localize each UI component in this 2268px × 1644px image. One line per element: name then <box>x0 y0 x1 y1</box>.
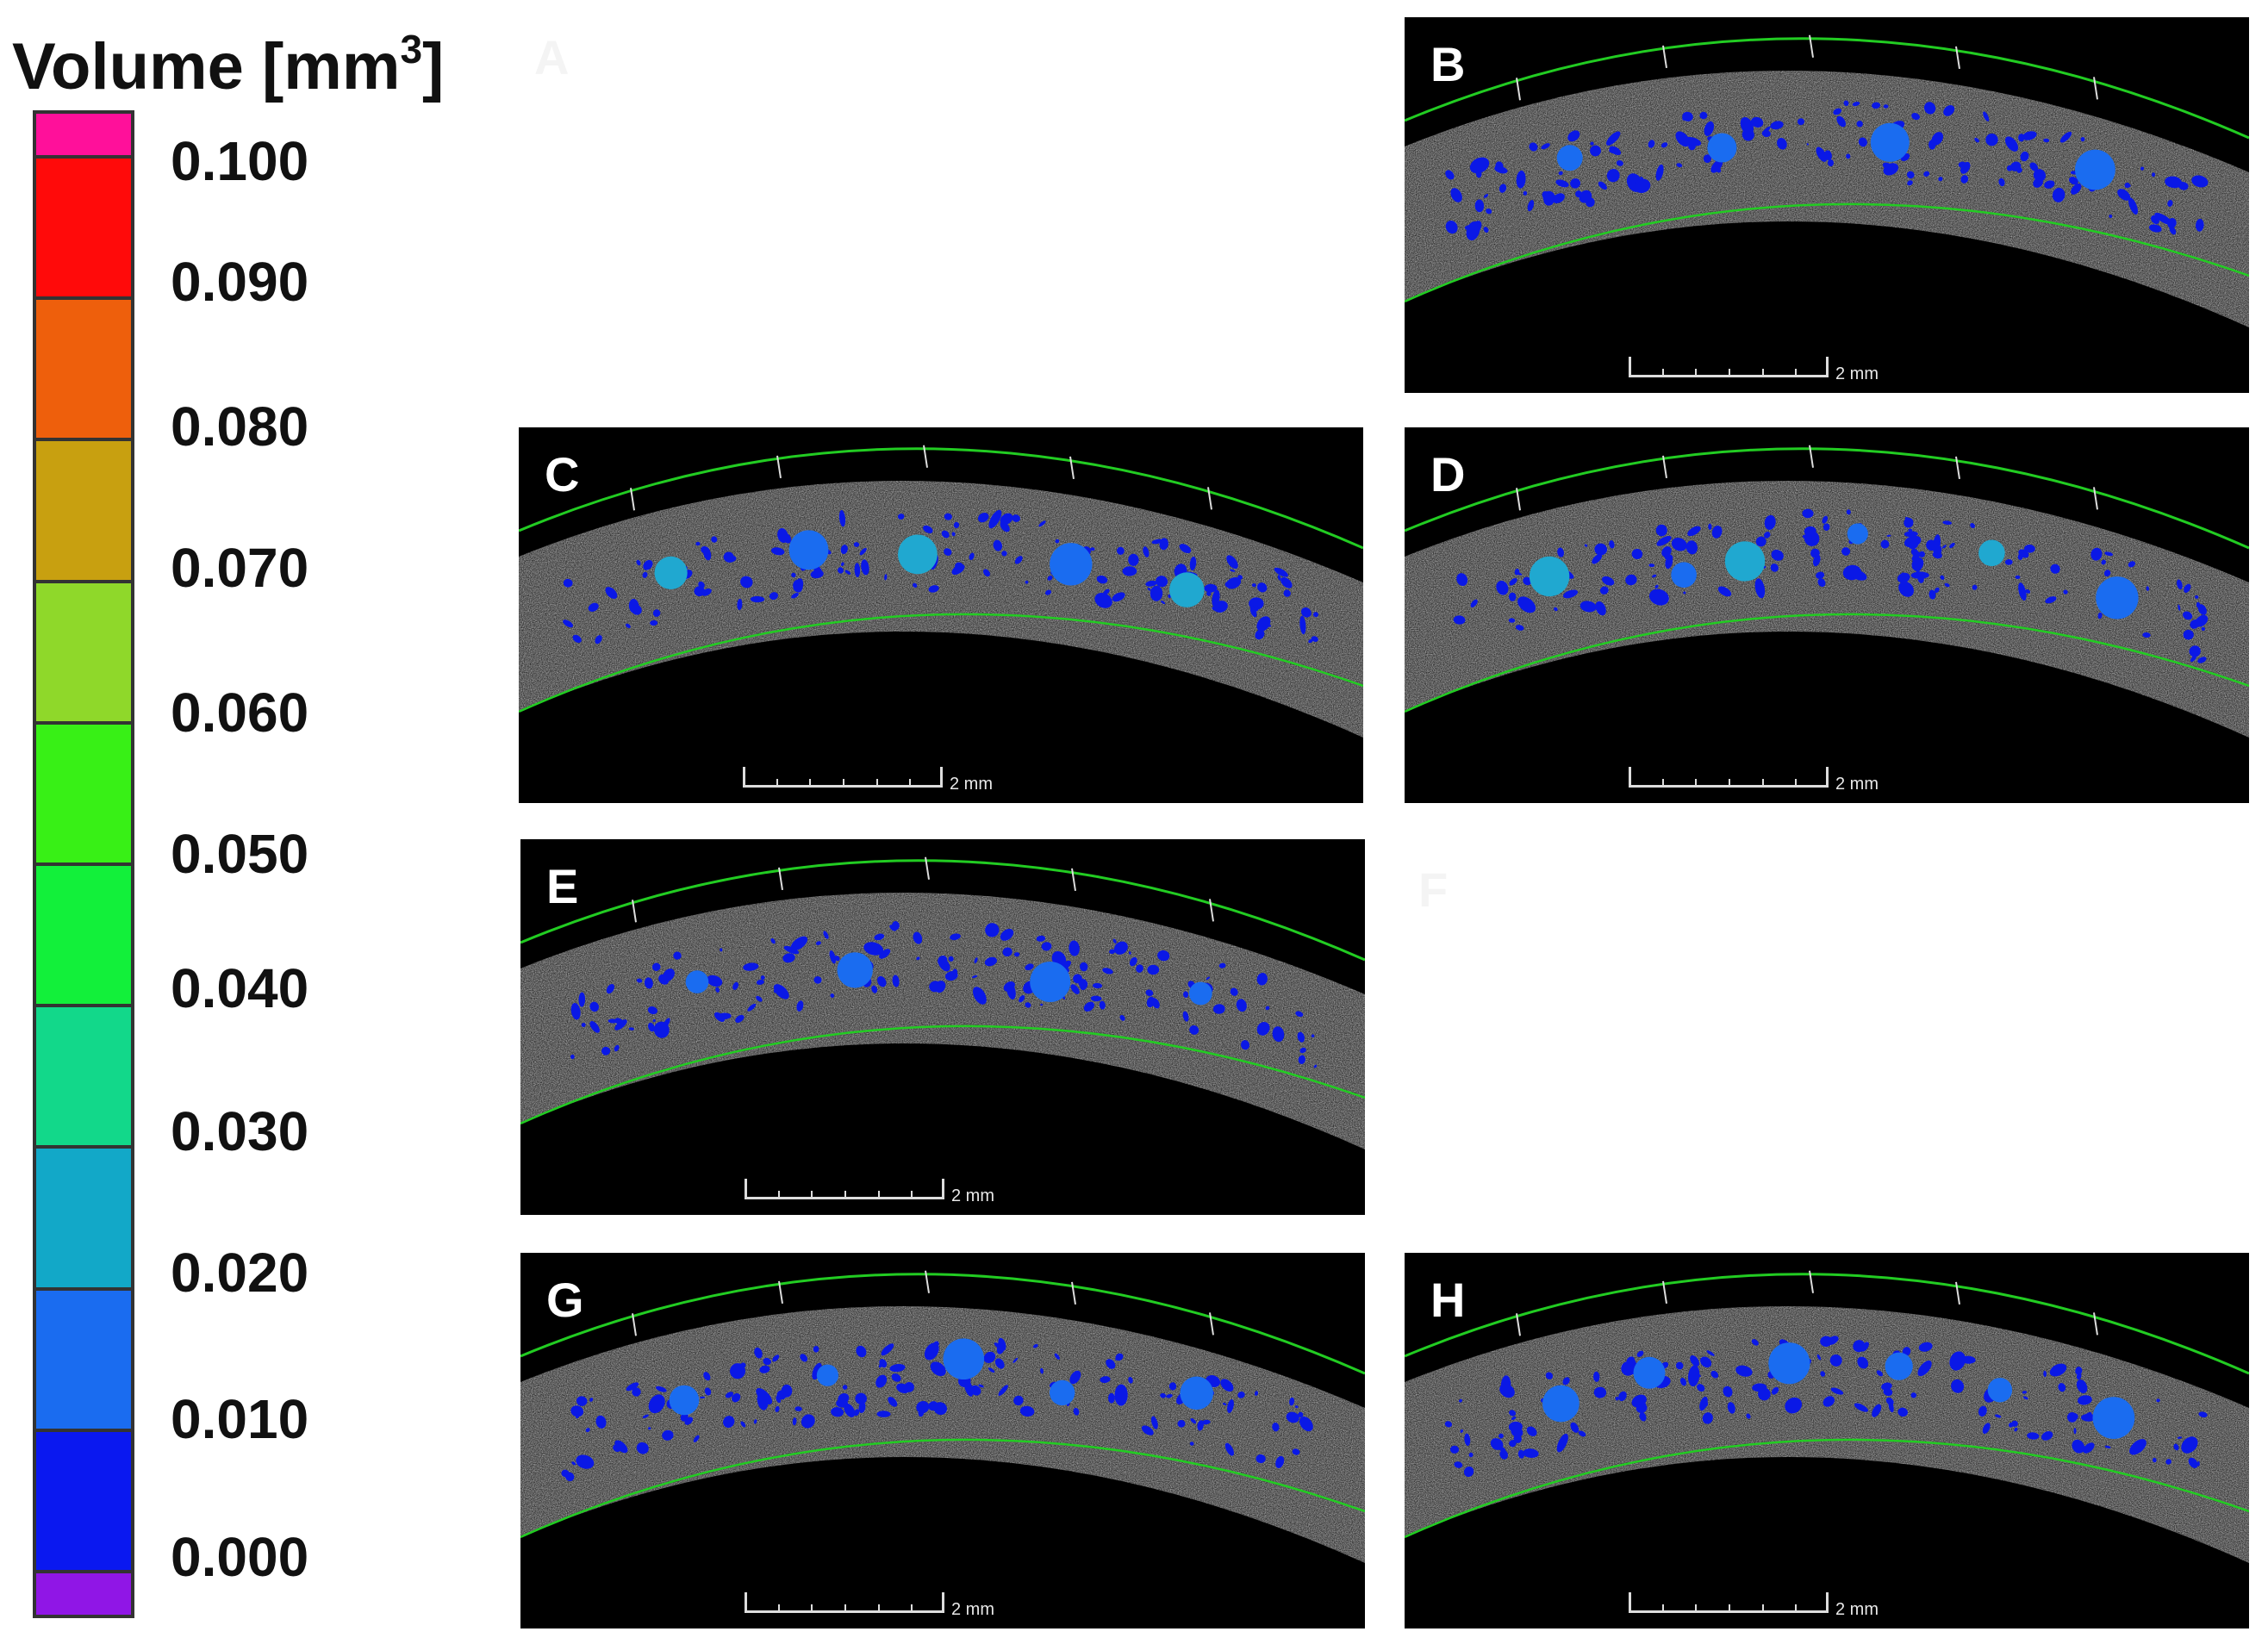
scale-bar: 2 mm <box>1629 1592 1991 1620</box>
colorbar-segment <box>36 1149 131 1291</box>
colorbar-segment <box>36 441 131 583</box>
colorbar-tick-label: 0.030 <box>171 1100 309 1162</box>
colorbar-segment <box>36 582 131 725</box>
ct-slice-panel-d: D 2 mm <box>1405 427 2249 803</box>
scale-bar-label: 2 mm <box>1835 1600 1879 1619</box>
colorbar-segment <box>36 1572 131 1615</box>
scale-bar: 2 mm <box>1629 767 1991 794</box>
colorbar-tick-label: 0.020 <box>171 1242 309 1304</box>
scale-bar: 2 mm <box>1629 357 1991 384</box>
legend-title-text: Volume [mm <box>12 30 401 103</box>
panel-label-b: B <box>1430 37 1466 91</box>
ct-slice-image <box>1405 17 2249 393</box>
scale-bar: 2 mm <box>743 767 1105 794</box>
legend-title-sup: 3 <box>400 27 423 72</box>
legend-title: Volume [mm3] <box>12 26 444 104</box>
ct-slice-panel-b: B 2 mm <box>1405 17 2249 393</box>
colorbar-segment <box>36 724 131 866</box>
scale-bar-label: 2 mm <box>1835 364 1879 383</box>
panel-label-f: F <box>1418 862 1449 917</box>
scale-bar-label: 2 mm <box>951 1600 994 1619</box>
colorbar-tick-label: 0.000 <box>171 1526 309 1588</box>
ct-slice-panel-h: H 2 mm <box>1405 1253 2249 1628</box>
legend-title-end: ] <box>422 30 445 103</box>
ct-slice-image <box>520 1253 1365 1628</box>
ct-slice-image <box>1405 427 2249 803</box>
ct-slice-panel-e: E 2 mm <box>520 839 1365 1215</box>
colorbar-segment <box>36 866 131 1008</box>
colorbar-segment <box>36 1290 131 1432</box>
scale-bar-label: 2 mm <box>1835 775 1879 794</box>
colorbar-tick-label: 0.070 <box>171 537 309 599</box>
scale-bar: 2 mm <box>745 1592 1106 1620</box>
panel-label-c: C <box>545 447 580 501</box>
scale-bar-label: 2 mm <box>950 775 993 794</box>
colorbar-segment <box>36 1007 131 1149</box>
scale-bar-label: 2 mm <box>951 1186 994 1205</box>
colorbar-tick-label: 0.050 <box>171 823 309 885</box>
colorbar-segment <box>36 300 131 442</box>
ct-slice-image <box>519 427 1363 803</box>
ct-slice-image <box>1405 1253 2249 1628</box>
ct-slice-panel-c: C 2 mm <box>519 427 1363 803</box>
panel-label-a: A <box>534 30 570 84</box>
ct-slice-image <box>520 839 1365 1215</box>
panel-label-h: H <box>1430 1273 1466 1327</box>
colorbar-segment <box>36 1431 131 1573</box>
ct-slice-panel-g: G 2 mm <box>520 1253 1365 1628</box>
panel-label-g: G <box>546 1273 584 1327</box>
panel-label-e: E <box>546 859 579 913</box>
panel-label-d: D <box>1430 447 1466 501</box>
colorbar-tick-label: 0.010 <box>171 1388 309 1450</box>
colorbar-segment <box>36 114 131 159</box>
colorbar-segment <box>36 159 131 301</box>
colorbar-tick-label: 0.100 <box>171 130 309 192</box>
colorbar <box>33 110 134 1618</box>
colorbar-tick-label: 0.090 <box>171 251 309 313</box>
colorbar-tick-label: 0.040 <box>171 957 309 1019</box>
colorbar-tick-label: 0.080 <box>171 395 309 458</box>
scale-bar: 2 mm <box>745 1179 1106 1206</box>
colorbar-tick-label: 0.060 <box>171 682 309 744</box>
